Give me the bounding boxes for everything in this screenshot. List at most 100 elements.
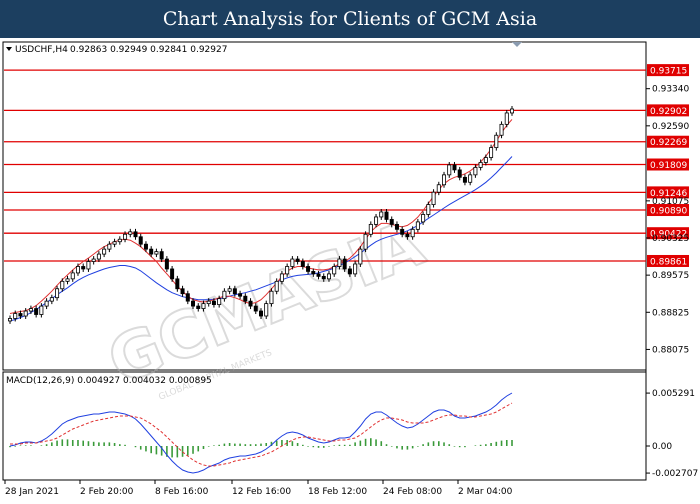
price-tick-label: 0.89575	[652, 271, 689, 281]
price-tick-label: 0.91075	[652, 197, 689, 207]
macd-tick-label: 0.00	[652, 442, 672, 452]
banner-title: Chart Analysis for Clients of GCM Asia	[0, 0, 700, 38]
candle-body	[196, 305, 201, 309]
candle-body	[217, 298, 222, 306]
candle-body	[117, 238, 122, 243]
candle-body	[347, 268, 352, 275]
price-tick-label: 0.88825	[652, 308, 689, 318]
level-price-label: 0.90890	[650, 207, 687, 217]
price-tick-label: 0.93340	[652, 85, 689, 95]
candle-body	[39, 305, 44, 315]
candle-body	[227, 288, 232, 292]
time-tick-label: 28 Jan 2021	[5, 487, 59, 497]
candle-body	[457, 169, 462, 178]
candle-body	[75, 266, 80, 274]
candle-body	[96, 253, 101, 260]
macd-tick-label: -0.002707	[652, 469, 698, 479]
level-price-box	[647, 186, 689, 199]
price-tick-label: 0.90325	[652, 234, 689, 244]
candle-body	[201, 303, 206, 309]
candle-body	[143, 243, 148, 250]
candle-body	[238, 293, 243, 297]
level-price-label: 0.92269	[650, 138, 687, 148]
chart-svg: GCMASIA GLOBAL CAPITAL MARKETS 0.937150.…	[2, 41, 698, 497]
candle-body	[253, 305, 258, 312]
level-price-box	[647, 135, 689, 148]
candle-body	[295, 258, 300, 262]
candle-body	[264, 303, 269, 317]
candle-body	[128, 231, 133, 235]
candle-body	[112, 241, 117, 245]
candle-body	[509, 108, 514, 114]
candle-body	[504, 112, 509, 125]
candle-body	[13, 313, 18, 319]
candle-body	[394, 223, 399, 230]
candle-body	[400, 228, 405, 235]
symbol-dropdown-icon[interactable]	[6, 47, 12, 51]
level-price-box	[647, 254, 689, 267]
candle-body	[462, 176, 467, 183]
candle-body	[164, 258, 169, 270]
candle-body	[415, 221, 420, 230]
candle-body	[353, 263, 358, 275]
price-tick-label: 0.88075	[652, 345, 689, 355]
candle-body	[81, 266, 86, 270]
candle-body	[243, 295, 248, 302]
candle-body	[28, 308, 33, 312]
chart-stage: GCMASIA GLOBAL CAPITAL MARKETS 0.93715 0.…	[0, 38, 700, 500]
candle-body	[285, 266, 290, 275]
macd-label: MACD(12,26,9) 0.004927 0.004032 0.000895	[6, 376, 212, 386]
candle-body	[44, 300, 49, 307]
candle-body	[337, 258, 342, 267]
candle-body	[170, 268, 175, 280]
level-price-label: 0.93715	[650, 67, 687, 77]
price-tick-label: 0.92590	[652, 122, 689, 132]
level-price-label: 0.89861	[650, 257, 687, 267]
candle-body	[374, 216, 379, 225]
candle-body	[70, 272, 75, 280]
candle-body	[149, 248, 154, 255]
candle-body	[23, 310, 28, 317]
macd-panel	[2, 371, 647, 481]
candle-body	[102, 248, 107, 255]
candle-body	[483, 157, 488, 163]
candle-body	[49, 297, 54, 302]
level-price-label: 0.91246	[650, 189, 687, 199]
candle-body	[363, 233, 368, 250]
scroll-marker-icon[interactable]	[512, 42, 522, 47]
candle-body	[269, 290, 274, 305]
candle-body	[379, 211, 384, 218]
price-panel	[2, 41, 647, 371]
candle-body	[494, 134, 499, 149]
candle-body	[321, 275, 326, 280]
candle-body	[431, 191, 436, 205]
candle-body	[410, 228, 415, 238]
time-tick-label: 8 Feb 16:00	[155, 487, 209, 497]
candle-body	[447, 164, 452, 176]
candle-body	[489, 147, 494, 158]
candle-body	[7, 318, 12, 322]
price-symbol-label: USDCHF,H4	[15, 45, 68, 55]
candle-body	[206, 300, 211, 305]
macd-line	[9, 392, 513, 474]
candle-body	[138, 236, 143, 245]
time-tick-label: 18 Feb 12:00	[308, 487, 367, 497]
level-price-box	[647, 204, 689, 217]
candle-body	[65, 278, 70, 282]
candle-body	[332, 266, 337, 275]
candle-body	[452, 164, 457, 171]
candle-body	[311, 271, 316, 275]
candle-body	[248, 300, 253, 307]
time-tick-label: 12 Feb 16:00	[232, 487, 291, 497]
candle-body	[258, 310, 263, 317]
candle-body	[185, 293, 190, 302]
candle-body	[55, 288, 60, 299]
candle-body	[499, 123, 504, 136]
candle-body	[34, 308, 39, 315]
slow-moving-average-line	[9, 156, 513, 322]
candle-body	[342, 258, 347, 270]
macd-signal-line	[10, 402, 513, 467]
time-tick-label: 2 Mar 04:00	[458, 487, 513, 497]
candle-body	[154, 251, 159, 255]
candle-body	[279, 273, 284, 282]
